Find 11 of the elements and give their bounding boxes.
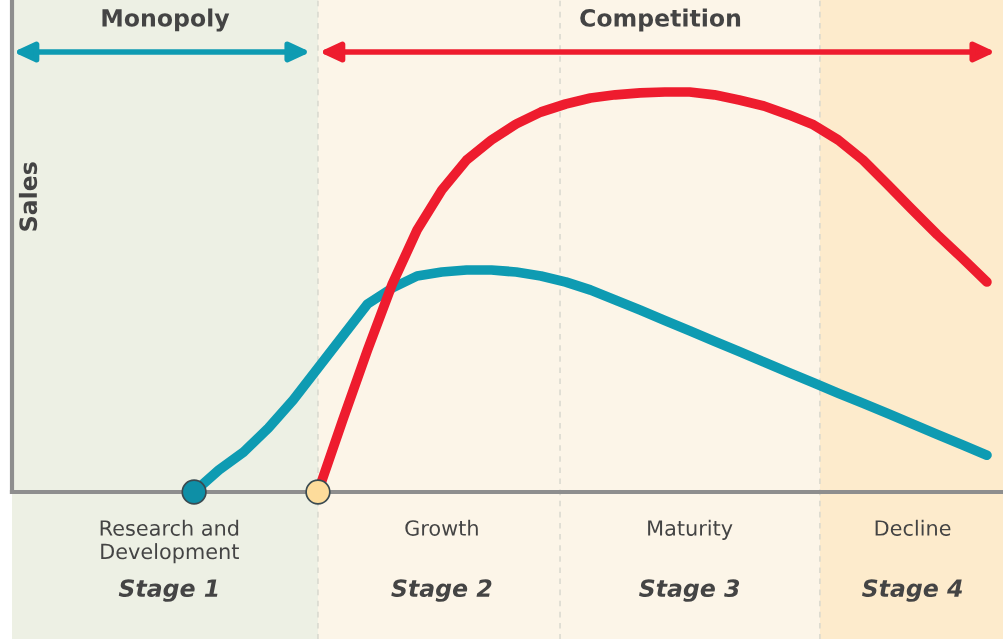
x-tick-label: Growth bbox=[405, 519, 478, 536]
text: Stage 3 bbox=[639, 579, 740, 602]
text: Competition bbox=[580, 8, 741, 32]
x-tick-label: Research and Development bbox=[100, 519, 239, 564]
text: Monopoly bbox=[102, 8, 230, 32]
text: Stage 1 bbox=[118, 579, 218, 602]
x-tick-label: Maturity bbox=[648, 519, 733, 540]
text: Stage 2 bbox=[391, 579, 492, 602]
y-axis-title: Sales bbox=[18, 162, 38, 231]
text: Stage 4 bbox=[862, 579, 963, 602]
x-tick-label: Decline bbox=[875, 519, 951, 536]
